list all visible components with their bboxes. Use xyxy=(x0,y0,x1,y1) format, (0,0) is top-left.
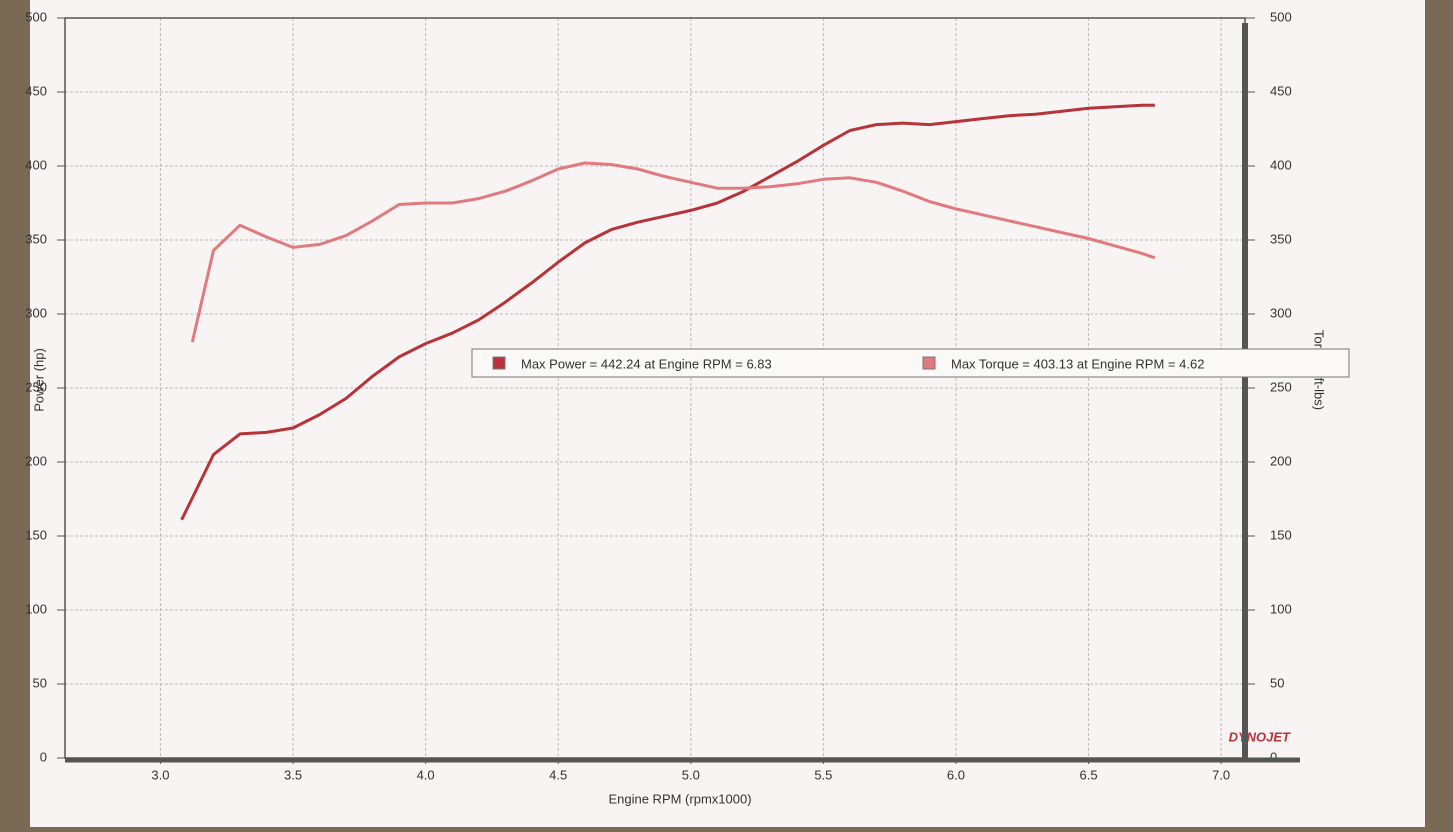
y-tick-label: 300 xyxy=(25,305,47,320)
legend-box xyxy=(471,348,1350,378)
y2-tick-label: 500 xyxy=(1270,9,1292,24)
y-tick-label: 400 xyxy=(25,157,47,172)
x-tick-label: 6.0 xyxy=(947,767,965,782)
x-tick-label: 7.0 xyxy=(1212,767,1230,782)
x-tick-label: 6.5 xyxy=(1080,767,1098,782)
y2-tick-label: 450 xyxy=(1270,83,1292,98)
x-tick-label: 5.5 xyxy=(814,767,832,782)
y-tick-label: 100 xyxy=(25,601,47,616)
legend-swatch xyxy=(492,356,506,370)
y2-tick-label: 50 xyxy=(1270,675,1284,690)
y-tick-label: 500 xyxy=(25,9,47,24)
x-tick-label: 5.0 xyxy=(682,767,700,782)
paper xyxy=(30,0,1425,827)
x-tick-label: 3.5 xyxy=(284,767,302,782)
legend-label: Max Torque = 403.13 at Engine RPM = 4.62 xyxy=(951,356,1204,371)
y2-tick-label: 150 xyxy=(1270,527,1292,542)
x-tick-label: 3.0 xyxy=(151,767,169,782)
y2-tick-label: 300 xyxy=(1270,305,1292,320)
y-tick-label: 250 xyxy=(25,379,47,394)
y2-tick-label: 0 xyxy=(1270,749,1277,764)
x-tick-label: 4.0 xyxy=(417,767,435,782)
y2-tick-label: 100 xyxy=(1270,601,1292,616)
y2-tick-label: 350 xyxy=(1270,231,1292,246)
legend-swatch xyxy=(922,356,936,370)
x-axis-label: Engine RPM (rpmx1000) xyxy=(608,791,751,806)
y-tick-label: 50 xyxy=(33,675,47,690)
y-tick-label: 200 xyxy=(25,453,47,468)
y2-tick-label: 250 xyxy=(1270,379,1292,394)
y2-tick-label: 200 xyxy=(1270,453,1292,468)
y-tick-label: 0 xyxy=(40,749,47,764)
y-tick-label: 150 xyxy=(25,527,47,542)
series-line xyxy=(180,103,1155,521)
legend-label: Max Power = 442.24 at Engine RPM = 6.83 xyxy=(521,356,772,371)
y2-tick-label: 400 xyxy=(1270,157,1292,172)
y-tick-label: 450 xyxy=(25,83,47,98)
legend: Max Power = 442.24 at Engine RPM = 6.83 M… xyxy=(471,348,1350,378)
logo: DYNOJET xyxy=(1229,729,1291,744)
series-line xyxy=(190,161,1156,343)
y-tick-label: 350 xyxy=(25,231,47,246)
x-tick-label: 4.5 xyxy=(549,767,567,782)
y-axis-label: Power (hp) xyxy=(31,348,46,412)
